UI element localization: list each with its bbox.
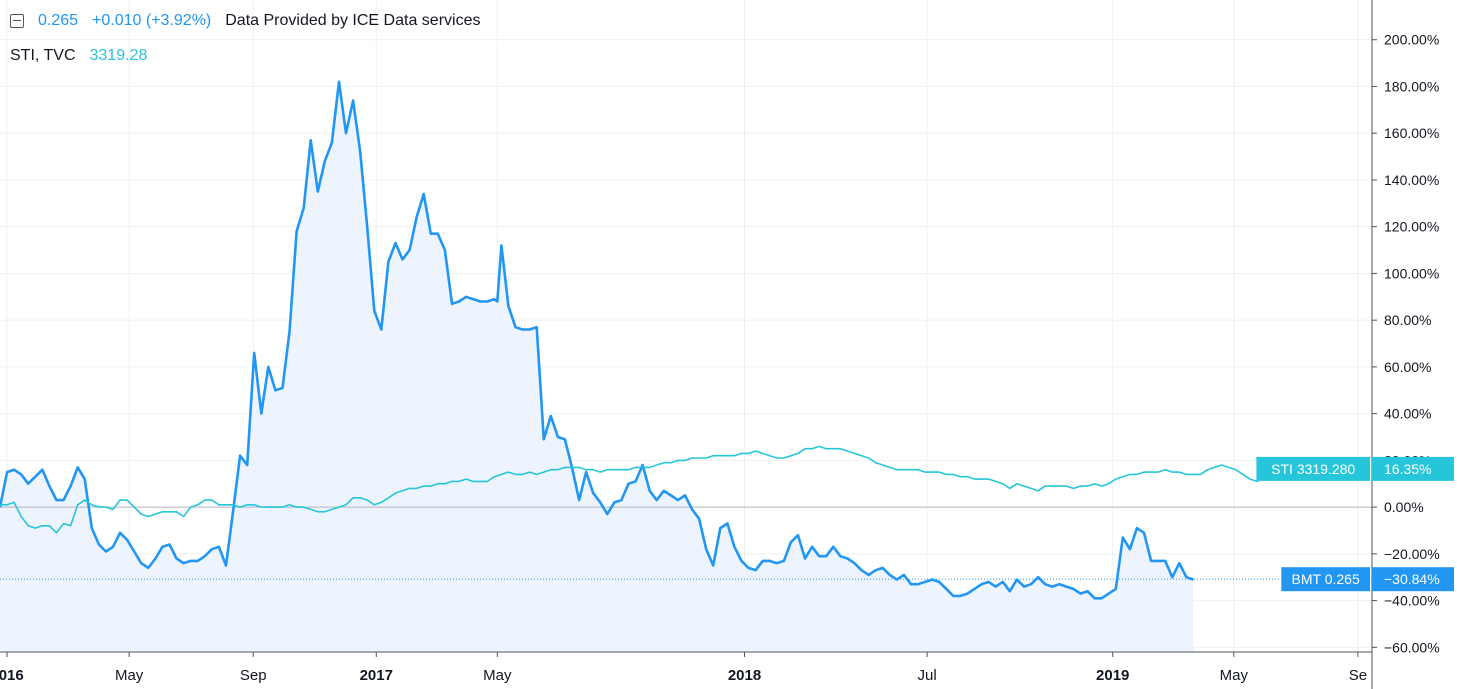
compare-legend[interactable]: STI, TVC 3319.28 bbox=[10, 47, 147, 65]
y-tick-label: −20.00% bbox=[1384, 546, 1440, 562]
x-tick-label: 2016 bbox=[0, 667, 24, 684]
last-price: 0.265 bbox=[38, 12, 79, 29]
data-provider-text: Data Provided by ICE Data services bbox=[225, 12, 481, 29]
series-area-0 bbox=[0, 81, 1194, 653]
collapse-icon[interactable] bbox=[10, 14, 24, 28]
y-tick-label: 120.00% bbox=[1384, 219, 1439, 235]
x-tick-label: May bbox=[1220, 667, 1249, 684]
x-tick-label: Sep bbox=[240, 667, 267, 684]
series-line-1 bbox=[0, 445, 1286, 534]
area-fill bbox=[0, 81, 1194, 653]
x-tick-label: Jul bbox=[918, 667, 937, 684]
series-value-label: 16.35% bbox=[1384, 461, 1431, 477]
x-tick-label: 2018 bbox=[728, 667, 761, 684]
x-tick-label: Se bbox=[1349, 667, 1367, 684]
y-tick-label: 200.00% bbox=[1384, 32, 1439, 48]
compare-value: 3319.28 bbox=[89, 47, 148, 64]
series-line-0 bbox=[0, 80, 1194, 600]
y-tick-label: 0.00% bbox=[1384, 499, 1424, 515]
series-name-chip-bg-1 bbox=[1256, 456, 1370, 481]
compare-symbol: STI, TVC bbox=[10, 47, 76, 64]
y-tick-label: 60.00% bbox=[1384, 359, 1431, 375]
x-tick-label: 2017 bbox=[360, 667, 393, 684]
y-tick-label: 180.00% bbox=[1384, 78, 1439, 94]
x-tick-label: 2019 bbox=[1096, 667, 1129, 684]
series-name-label: BMT 0.265 bbox=[1292, 571, 1360, 587]
y-tick-label: 100.00% bbox=[1384, 265, 1439, 281]
price-labels: BMT 0.265 −30.84% STI 3319.280 16.35% bbox=[0, 456, 1454, 592]
series-name-label: STI 3319.280 bbox=[1271, 461, 1355, 477]
main-legend: 0.265 +0.010 (+3.92%) Data Provided by I… bbox=[10, 12, 480, 30]
y-tick-label: −40.00% bbox=[1384, 593, 1440, 609]
series-value-chip-bg-1 bbox=[1372, 456, 1454, 481]
y-tick-label: −60.00% bbox=[1384, 639, 1440, 655]
price-change: +0.010 (+3.92%) bbox=[92, 12, 212, 29]
series-value-label: −30.84% bbox=[1384, 571, 1440, 587]
y-tick-label: 160.00% bbox=[1384, 125, 1439, 141]
series-value-chip-bg-0 bbox=[1372, 567, 1454, 592]
y-tick-label: 140.00% bbox=[1384, 172, 1439, 188]
series-lines bbox=[0, 80, 1286, 600]
x-tick-label: May bbox=[115, 667, 144, 684]
y-tick-label: 40.00% bbox=[1384, 406, 1431, 422]
x-tick-label: May bbox=[483, 667, 512, 684]
y-tick-label: 80.00% bbox=[1384, 312, 1431, 328]
series-name-chip-bg-0 bbox=[1281, 567, 1370, 592]
